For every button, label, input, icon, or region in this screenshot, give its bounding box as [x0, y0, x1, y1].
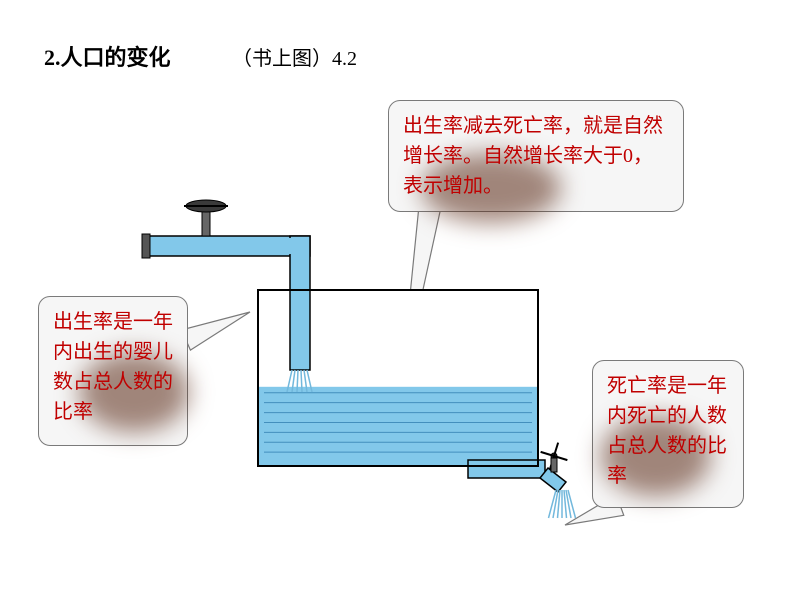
callout-natural-growth: 出生率减去死亡率，就是自然增长率。自然增长率大于0，表示增加。: [388, 100, 684, 212]
valve-stem: [551, 458, 557, 472]
callout-birth-rate: 出生率是一年内出生的婴儿数占总人数的比率: [38, 296, 188, 446]
inlet-pipe-v: [290, 236, 310, 370]
callout-tail: [182, 312, 250, 350]
inlet-spray: [297, 370, 298, 392]
callout-text: 死亡率是一年内死亡的人数占总人数的比率: [607, 371, 729, 491]
callout-death-rate: 死亡率是一年内死亡的人数占总人数的比率: [592, 360, 744, 508]
callout-text: 出生率减去死亡率，就是自然增长率。自然增长率大于0，表示增加。: [403, 111, 669, 201]
faucet-cap: [142, 234, 150, 258]
inlet-spray: [301, 370, 302, 392]
inlet-pipe-inner: [150, 238, 308, 254]
callout-text: 出生率是一年内出生的婴儿数占总人数的比率: [53, 307, 173, 427]
outlet-pipe: [468, 460, 545, 478]
water-fill: [259, 387, 537, 465]
